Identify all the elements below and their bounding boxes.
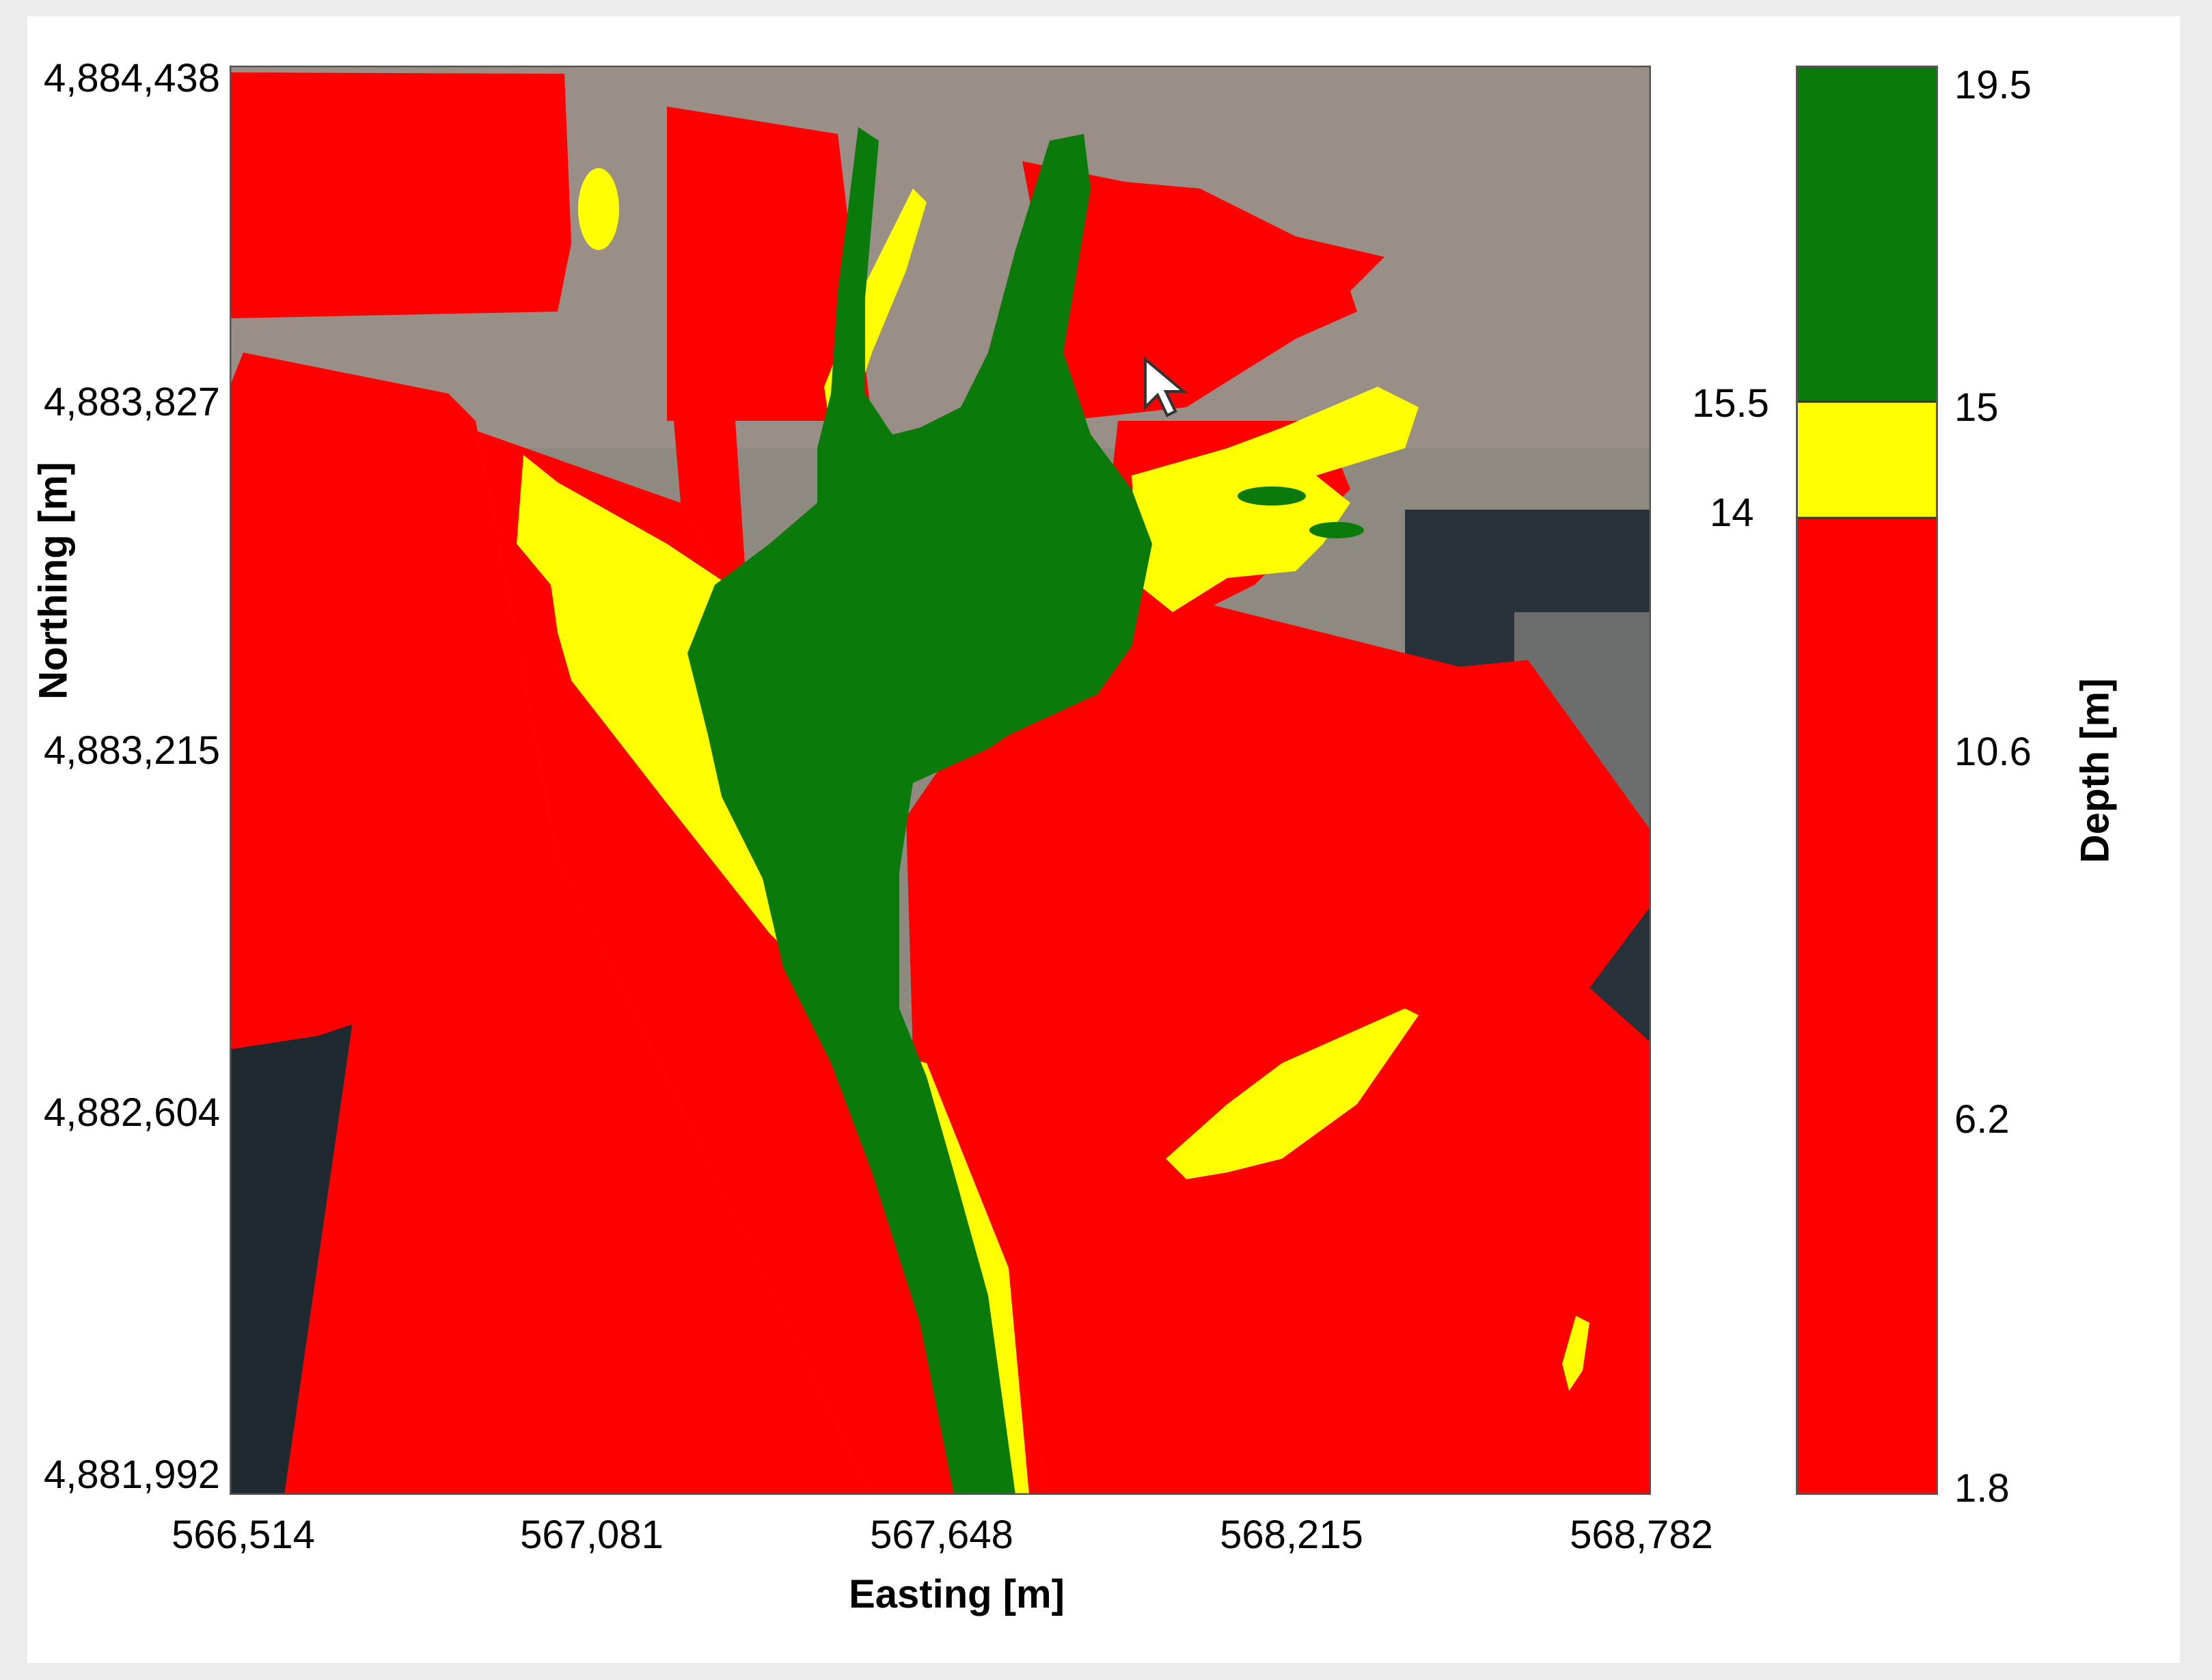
depth-colorbar [1796, 66, 1938, 1495]
colorbar-tick: 6.2 [1954, 1097, 2010, 1142]
map-frame [230, 66, 1651, 1495]
x-tick: 568,215 [1220, 1513, 1363, 1557]
x-tick: 567,081 [520, 1513, 664, 1557]
depth-map [230, 66, 1651, 1495]
x-tick: 567,648 [870, 1513, 1013, 1557]
y-tick: 4,883,215 [43, 728, 220, 773]
x-axis-title: Easting [m] [849, 1572, 1065, 1616]
shallow-patch [578, 168, 619, 250]
colorbar-tick: 15 [1954, 385, 1999, 430]
colorbar-threshold-tick: 14 [1710, 491, 1754, 535]
deep-patch [1309, 522, 1364, 538]
colorbar-tick: 1.8 [1954, 1466, 2010, 1511]
colorbar-segment-deep [1796, 66, 1938, 402]
colorbar-frame [1796, 66, 1938, 1495]
colorbar-threshold-tick: 15.5 [1692, 381, 1769, 426]
y-tick: 4,882,604 [43, 1090, 220, 1135]
colorbar-segment-intermediate [1796, 402, 1938, 518]
colorbar-tick: 19.5 [1954, 63, 2032, 107]
deep-patch [1238, 486, 1306, 506]
x-tick: 568,782 [1570, 1513, 1713, 1557]
y-tick: 4,883,827 [43, 380, 220, 424]
y-tick: 4,881,992 [43, 1452, 220, 1497]
y-axis-title: Northing [m] [31, 462, 76, 700]
arrow-cursor-icon[interactable] [1144, 356, 1188, 417]
y-tick: 4,884,438 [43, 56, 220, 100]
colorbar-tick: 10.6 [1954, 730, 2032, 774]
colorbar-title: Depth [m] [2073, 678, 2118, 864]
x-tick: 566,514 [172, 1513, 315, 1557]
colorbar-segment-shallow [1796, 518, 1938, 1495]
deep-zone [687, 127, 1152, 1495]
